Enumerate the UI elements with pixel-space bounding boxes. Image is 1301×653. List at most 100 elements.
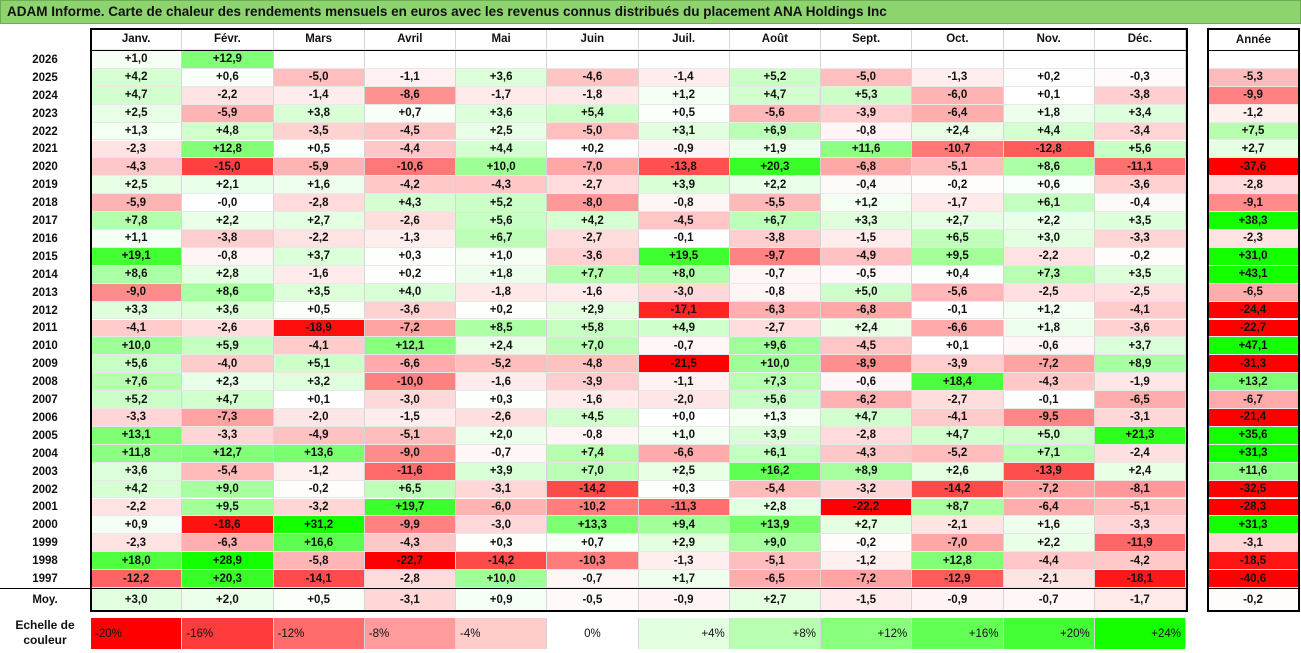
heatmap-cell: -0,1 [1003, 391, 1095, 409]
heatmap-cell: -4,5 [638, 212, 730, 230]
heatmap-cell: +12,1 [364, 337, 456, 356]
heatmap-cell: -18,9 [273, 319, 365, 338]
heatmap-cell: +0,3 [456, 391, 548, 409]
heatmap-cell: -10,0 [364, 373, 456, 392]
heatmap-cell: +5,0 [1003, 426, 1095, 445]
heatmap-cell: +1,0 [638, 426, 730, 445]
heatmap-cell: +8,9 [821, 462, 913, 481]
heatmap-cell: +2,2 [1003, 534, 1095, 553]
heatmap-cell: -2,7 [547, 176, 639, 195]
average-separator [0, 588, 1186, 589]
annual-cell: -9,1 [1208, 194, 1299, 213]
heatmap-cell: +2,2 [729, 176, 821, 195]
heatmap-cell: +7,3 [729, 373, 821, 392]
average-cell: -1,7 [1094, 589, 1186, 611]
heatmap-cell: -11,6 [364, 462, 456, 481]
annual-cell: +2,7 [1208, 140, 1299, 159]
heatmap-cell: +3,0 [1003, 230, 1095, 248]
annual-cell: -9,9 [1208, 86, 1299, 105]
heatmap-cell: -5,0 [273, 68, 365, 87]
heatmap-cell [821, 51, 913, 69]
heatmap-cell: +0,7 [364, 104, 456, 123]
annual-average-separator [1208, 588, 1299, 589]
year-label: 2005 [0, 426, 90, 445]
year-label: 2013 [0, 283, 90, 302]
average-cell: -0,7 [1003, 589, 1095, 611]
heatmap-cell: -4,1 [912, 409, 1004, 427]
year-label: 2010 [0, 337, 90, 356]
average-cell: +3,0 [91, 589, 183, 611]
heatmap-cell: +5,2 [456, 194, 548, 213]
heatmap-cell: -0,1 [638, 230, 730, 248]
heatmap-cell: -14,2 [456, 552, 548, 571]
heatmap-cell: -6,5 [1094, 391, 1186, 409]
heatmap-cell: -9,0 [91, 283, 183, 302]
heatmap-cell: -10,3 [547, 552, 639, 571]
heatmap-cell: +8,6 [1003, 158, 1095, 177]
heatmap-cell: +0,5 [273, 301, 365, 320]
heatmap-cell: -1,6 [456, 373, 548, 392]
heatmap-cell: +8,9 [1094, 355, 1186, 374]
average-cell: -0,5 [547, 589, 639, 611]
year-label: 2002 [0, 480, 90, 499]
heatmap-cell [364, 51, 456, 69]
heatmap-cell: +2,4 [821, 319, 913, 338]
heatmap-cell: -2,6 [456, 409, 548, 427]
heatmap-cell: +11,8 [91, 444, 183, 463]
heatmap-cell: +3,8 [273, 104, 365, 123]
heatmap-cell: +3,9 [638, 176, 730, 195]
heatmap-cell: -4,3 [364, 534, 456, 553]
heatmap-cell: -0,8 [182, 247, 274, 266]
annual-cell: -6,7 [1208, 391, 1299, 409]
heatmap-cell: -2,1 [912, 516, 1004, 535]
color-scale-swatch: -16% [182, 618, 274, 649]
average-cell: +2,7 [729, 589, 821, 611]
heatmap-cell: -5,2 [456, 355, 548, 374]
heatmap-cell: +5,0 [821, 283, 913, 302]
heatmap-cell: +0,2 [1003, 68, 1095, 87]
heatmap-cell: -18,1 [1094, 570, 1186, 588]
heatmap-cell: +9,4 [638, 516, 730, 535]
heatmap-cell: +10,0 [729, 355, 821, 374]
heatmap-cell: +9,0 [182, 480, 274, 499]
annual-cell: -24,4 [1208, 301, 1299, 320]
heatmap-cell: -15,0 [182, 158, 274, 177]
year-label: 2019 [0, 176, 90, 195]
heatmap-cell: -2,6 [182, 319, 274, 338]
heatmap-cell: +1,3 [91, 122, 183, 141]
heatmap-cell: -4,3 [91, 158, 183, 177]
heatmap-cell: -8,1 [1094, 480, 1186, 499]
heatmap-cell: +0,4 [912, 265, 1004, 284]
heatmap-cell: +20,3 [729, 158, 821, 177]
heatmap-cell: -1,4 [638, 68, 730, 87]
heatmap-cell: -1,2 [273, 462, 365, 481]
heatmap-cell: +2,2 [182, 212, 274, 230]
heatmap-cell: -3,3 [1094, 230, 1186, 248]
heatmap-cell: -2,6 [364, 212, 456, 230]
annual-cell: -2,3 [1208, 230, 1299, 248]
heatmap-cell: -10,6 [364, 158, 456, 177]
heatmap-cell: -2,7 [729, 319, 821, 338]
heatmap-cell: +1,7 [638, 570, 730, 588]
heatmap-cell: -6,6 [912, 319, 1004, 338]
heatmap-cell: -6,6 [638, 444, 730, 463]
heatmap-cell: +2,7 [273, 212, 365, 230]
heatmap-cell: -3,6 [1094, 176, 1186, 195]
month-header: Août [729, 29, 821, 50]
heatmap-cell: -4,0 [182, 355, 274, 374]
heatmap-cell: -6,3 [729, 301, 821, 320]
heatmap-cell: -5,1 [1094, 498, 1186, 517]
heatmap-cell: +8,7 [912, 498, 1004, 517]
heatmap-cell: -0,6 [821, 373, 913, 392]
heatmap-cell: +3,7 [1094, 337, 1186, 356]
heatmap-cell: -5,6 [912, 283, 1004, 302]
heatmap-cell: -7,2 [1003, 480, 1095, 499]
heatmap-cell: +4,2 [91, 68, 183, 87]
heatmap-cell: -6,4 [912, 104, 1004, 123]
heatmap-cell: +3,6 [91, 462, 183, 481]
annual-cell: +31,3 [1208, 516, 1299, 535]
color-scale-label-line1: Echelle de [15, 618, 75, 632]
heatmap-cell: +6,1 [1003, 194, 1095, 213]
heatmap-cell: -0,5 [821, 265, 913, 284]
heatmap-cell: +2,4 [1094, 462, 1186, 481]
